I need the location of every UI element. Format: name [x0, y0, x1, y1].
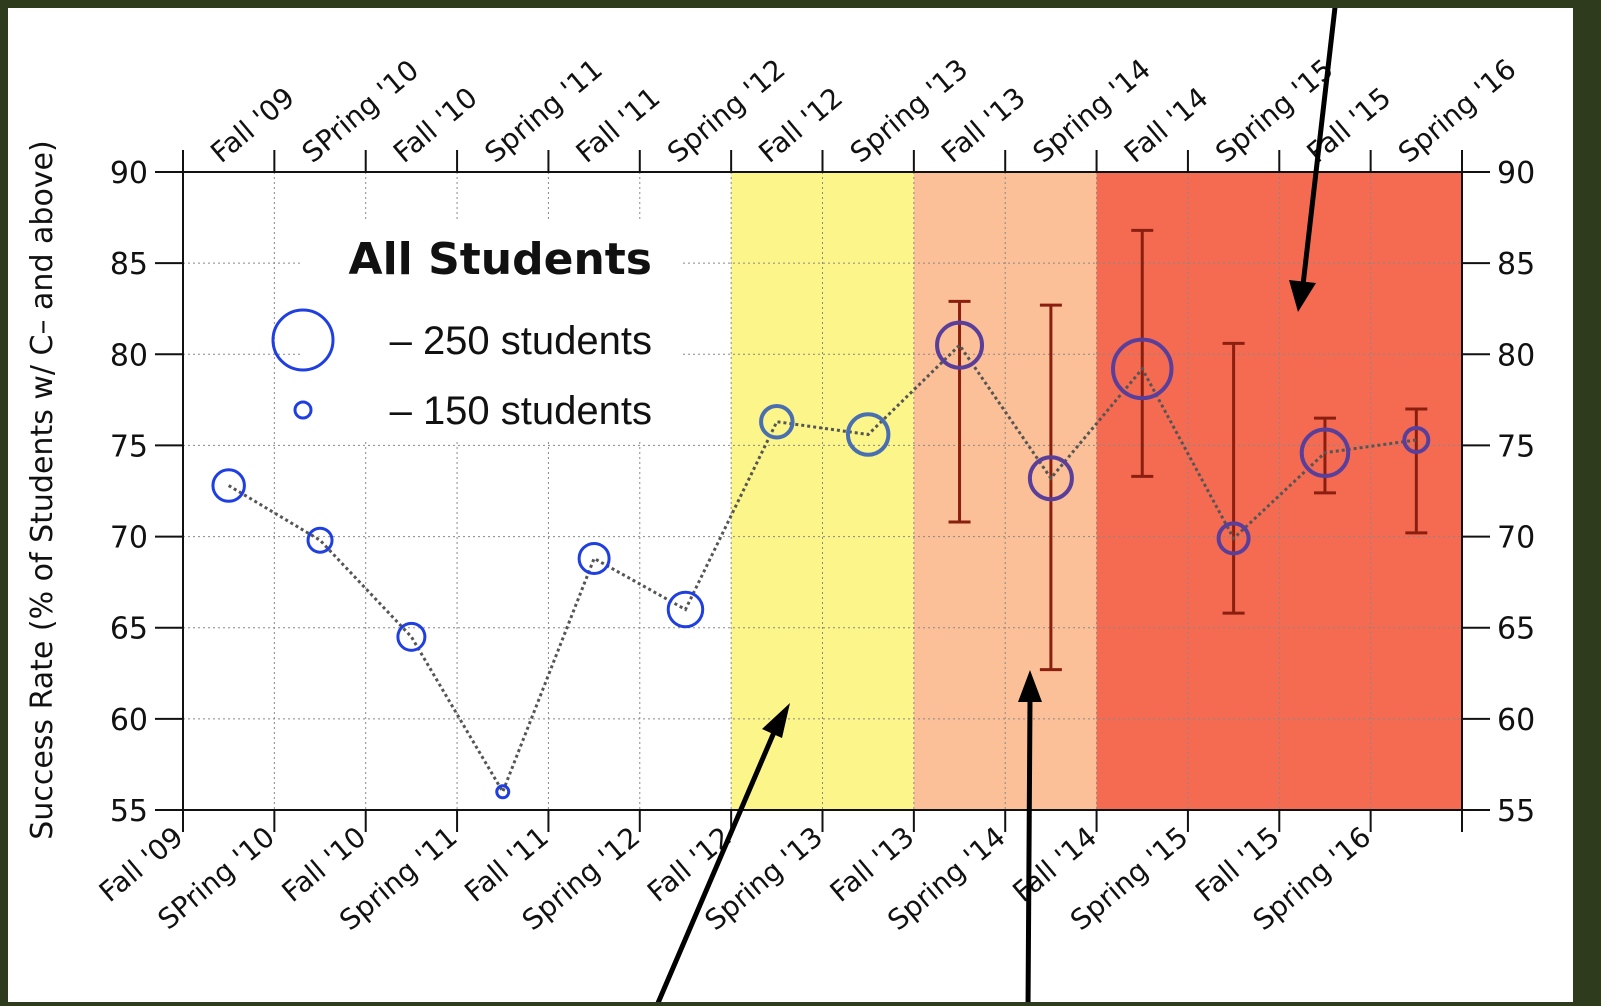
- y-tick-label-right: 80: [1497, 338, 1535, 373]
- annotation-arrows: [653, 0, 1339, 1006]
- y-tick-label-right: 70: [1497, 521, 1535, 556]
- y-tick-label-right: 85: [1497, 247, 1535, 282]
- x-tick-label-top: Fall '09: [204, 81, 301, 170]
- data-point: [1299, 427, 1351, 478]
- data-point: [306, 526, 334, 554]
- data-point: [396, 621, 427, 652]
- legend-large-marker: [271, 308, 335, 372]
- data-markers: [211, 320, 1431, 800]
- y-tick-label-left: 75: [110, 429, 148, 464]
- data-point: [935, 320, 985, 370]
- y-tick-label-right: 60: [1497, 703, 1535, 738]
- y-tick-label-right: 65: [1497, 612, 1535, 647]
- legend-background: [300, 222, 680, 442]
- data-point: [211, 468, 246, 503]
- y-tick-label-left: 70: [110, 521, 148, 556]
- data-point: [1111, 337, 1174, 401]
- data-point: [1216, 521, 1251, 556]
- arrow-top: [1300, 0, 1339, 286]
- legend-small-marker: [293, 400, 313, 420]
- chart-panel: 55 55 60 60 65 65 70 70 75 75 80 80 85 85 90 90 Fall '09…: [8, 0, 1573, 1006]
- arrow-yellow-head: [762, 703, 790, 738]
- data-point: [1402, 425, 1431, 454]
- data-point: [1027, 455, 1074, 502]
- arrow-top-head: [1289, 280, 1316, 312]
- y-tick-label-left: 55: [110, 794, 148, 829]
- legend-title: All Students: [349, 234, 652, 285]
- y-tick-label-left: 65: [110, 612, 148, 647]
- y-tick-label-left: 90: [110, 156, 148, 191]
- data-point: [495, 784, 511, 800]
- y-tick-label-left: 85: [110, 247, 148, 282]
- y-axis-title: Success Rate (% of Students w/ C– and ab…: [25, 140, 60, 839]
- x-tick-label-top: Spring '16: [1392, 52, 1522, 169]
- data-point: [845, 412, 891, 457]
- data-point: [666, 590, 705, 629]
- y-tick-label-right: 55: [1497, 794, 1535, 829]
- success-rate-chart: 55 55 60 60 65 65 70 70 75 75 80 80 85 85 90 90 Fall '09…: [25, 0, 1535, 1006]
- data-point: [577, 541, 611, 575]
- legend-large-label: – 250 students: [390, 319, 652, 363]
- y-tick-label-left: 60: [110, 703, 148, 738]
- legend: All Students – 250 students – 150 studen…: [271, 222, 680, 442]
- y-tick-label-right: 90: [1497, 156, 1535, 191]
- y-tick-label-left: 80: [110, 338, 148, 373]
- arrow-orange-head: [1018, 670, 1042, 702]
- data-point: [759, 403, 795, 440]
- arrow-orange: [1025, 699, 1033, 1006]
- arrow-yellow: [653, 729, 778, 1006]
- y-tick-label-right: 75: [1497, 429, 1535, 464]
- legend-small-label: – 150 students: [390, 389, 652, 433]
